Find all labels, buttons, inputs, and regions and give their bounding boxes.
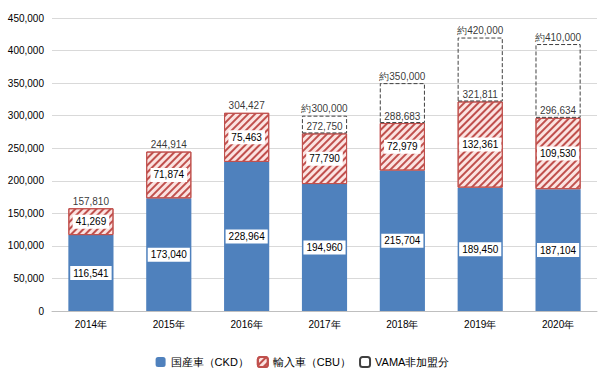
svg-text:100,000: 100,000: [8, 240, 45, 251]
svg-text:0: 0: [38, 306, 44, 317]
svg-text:350,000: 350,000: [8, 78, 45, 89]
svg-text:272,750: 272,750: [306, 121, 343, 132]
svg-text:304,427: 304,427: [229, 100, 266, 111]
svg-text:228,964: 228,964: [229, 231, 266, 242]
svg-text:450,000: 450,000: [8, 13, 45, 24]
svg-text:国産車（CKD）: 国産車（CKD）: [171, 356, 249, 368]
svg-text:約300,000: 約300,000: [301, 103, 348, 114]
svg-text:200,000: 200,000: [8, 175, 45, 186]
svg-text:250,000: 250,000: [8, 143, 45, 154]
svg-text:72,979: 72,979: [387, 141, 418, 152]
svg-text:189,450: 189,450: [462, 244, 499, 255]
svg-text:VAMA非加盟分: VAMA非加盟分: [375, 356, 449, 368]
svg-text:2014年: 2014年: [75, 319, 107, 330]
svg-text:2019年: 2019年: [464, 319, 496, 330]
svg-text:296,634: 296,634: [540, 105, 577, 116]
svg-text:300,000: 300,000: [8, 110, 45, 121]
svg-text:75,463: 75,463: [231, 132, 262, 143]
svg-text:173,040: 173,040: [151, 249, 188, 260]
svg-text:輸入車（CBU）: 輸入車（CBU）: [273, 356, 351, 368]
svg-text:244,914: 244,914: [151, 139, 188, 150]
svg-text:400,000: 400,000: [8, 45, 45, 56]
svg-text:2020年: 2020年: [542, 319, 574, 330]
svg-text:77,790: 77,790: [309, 153, 340, 164]
svg-text:132,361: 132,361: [462, 139, 499, 150]
svg-text:71,874: 71,874: [153, 169, 184, 180]
svg-text:288,683: 288,683: [384, 111, 421, 122]
svg-text:41,269: 41,269: [76, 216, 107, 227]
svg-text:2016年: 2016年: [231, 319, 263, 330]
svg-text:2018年: 2018年: [386, 319, 418, 330]
svg-text:109,530: 109,530: [540, 148, 577, 159]
svg-text:約420,000: 約420,000: [457, 25, 504, 36]
svg-text:2015年: 2015年: [153, 319, 185, 330]
svg-text:187,104: 187,104: [540, 245, 577, 256]
svg-text:150,000: 150,000: [8, 208, 45, 219]
svg-text:2017年: 2017年: [308, 319, 340, 330]
svg-text:50,000: 50,000: [13, 273, 44, 284]
svg-text:約410,000: 約410,000: [535, 32, 582, 43]
svg-text:321,811: 321,811: [463, 89, 499, 100]
svg-text:215,704: 215,704: [384, 235, 421, 246]
svg-text:194,960: 194,960: [306, 242, 343, 253]
svg-text:157,810: 157,810: [73, 196, 110, 207]
svg-text:116,541: 116,541: [73, 268, 109, 279]
svg-text:約350,000: 約350,000: [379, 71, 426, 82]
